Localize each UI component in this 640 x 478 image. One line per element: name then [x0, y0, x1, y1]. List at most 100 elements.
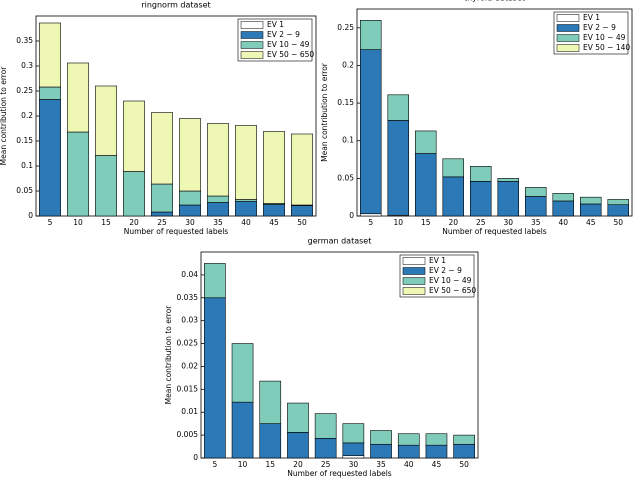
bar-segment: [39, 86, 61, 100]
bar-segment: [442, 176, 464, 217]
bar-segment: [204, 263, 226, 299]
bar-segment: [263, 131, 285, 204]
bar-segment: [387, 120, 409, 216]
legend-label: EV 50 − 650: [429, 286, 476, 295]
bar-segment: [235, 199, 257, 202]
y-tick-label: 0: [349, 211, 354, 220]
bar-segment: [263, 204, 285, 217]
bar-segment: [342, 455, 365, 459]
y-tick-label: 0.05: [16, 186, 33, 195]
x-tick-label: 15: [265, 460, 275, 469]
bar-segment: [204, 297, 226, 459]
bar-segment: [207, 195, 229, 203]
bar-segment: [287, 432, 309, 459]
bar-segment: [231, 343, 254, 403]
bar-segment: [359, 49, 382, 215]
x-tick-label: 45: [269, 218, 279, 227]
legend-swatch: [240, 21, 264, 29]
legend-label: EV 10 − 49: [429, 276, 472, 285]
bar-segment: [359, 213, 382, 217]
bar-segment: [497, 181, 519, 217]
bar-segment: [342, 423, 365, 444]
y-axis-label: Mean contribution to error: [164, 305, 173, 405]
bar-segment: [387, 94, 409, 121]
bar-segment: [179, 204, 201, 217]
x-tick-label: 10: [238, 460, 248, 469]
bar-segment: [370, 443, 392, 459]
bar-segment: [39, 22, 61, 88]
x-axis-label: Number of requested labels: [124, 227, 229, 236]
y-tick-label: 0.35: [16, 36, 33, 45]
x-tick-label: 5: [368, 218, 373, 227]
x-tick-label: 20: [293, 460, 303, 469]
y-tick-label: 0.2: [342, 60, 354, 69]
y-tick-label: 0.15: [337, 98, 354, 107]
bar-segment: [607, 204, 629, 217]
legend-swatch: [402, 287, 426, 295]
bar-segment: [314, 438, 337, 459]
x-tick-label: 45: [586, 218, 596, 227]
y-tick-label: 0.02: [181, 361, 198, 370]
x-tick-label: 30: [185, 218, 195, 227]
bar-segment: [95, 155, 117, 217]
y-tick-label: 0.015: [177, 384, 199, 393]
x-tick-label: 35: [213, 218, 223, 227]
bar-segment: [291, 133, 313, 206]
y-axis-label: Mean contribution to error: [320, 62, 329, 162]
x-tick-label: 40: [241, 218, 251, 227]
x-tick-label: 50: [459, 460, 469, 469]
bar-segment: [151, 112, 173, 185]
legend-swatch: [556, 44, 580, 52]
legend-label: EV 2 − 9: [267, 30, 300, 39]
legend-label: EV 1: [429, 256, 446, 265]
bar-segment: [151, 183, 173, 213]
bar-segment: [342, 442, 365, 457]
bar-segment: [579, 203, 602, 217]
bar-segment: [469, 166, 492, 182]
bar-segment: [453, 443, 475, 459]
y-tick-label: 0.1: [342, 136, 354, 145]
bar-segment: [370, 430, 392, 445]
legend-swatch: [556, 14, 580, 22]
y-tick-label: 0.035: [177, 293, 199, 302]
legend-swatch: [402, 277, 426, 285]
y-tick-label: 0.025: [177, 339, 199, 348]
bar-segment: [291, 205, 313, 217]
bar-segment: [397, 444, 420, 459]
x-tick-label: 5: [212, 460, 217, 469]
x-axis-label: Number of requested labels: [287, 469, 392, 478]
bar-segment: [314, 413, 337, 439]
x-axis-label: Number of requested labels: [442, 227, 547, 236]
y-tick-label: 0.1: [21, 161, 33, 170]
bar-segment: [259, 423, 282, 459]
y-tick-label: 0.15: [16, 136, 33, 145]
bar-segment: [259, 380, 282, 424]
bar-segment: [552, 193, 574, 202]
bar-segment: [579, 196, 602, 205]
y-tick-label: 0.01: [181, 407, 198, 416]
x-tick-label: 50: [613, 218, 623, 227]
bar-segment: [607, 199, 629, 206]
x-tick-label: 30: [503, 218, 513, 227]
x-tick-label: 35: [376, 460, 386, 469]
y-tick-label: 0.04: [181, 270, 198, 279]
y-tick-label: 0.005: [177, 430, 199, 439]
x-tick-label: 40: [558, 218, 568, 227]
x-tick-label: 50: [297, 218, 307, 227]
legend-label: EV 1: [267, 20, 284, 29]
bar-segment: [425, 433, 448, 446]
chart-title: ringnorm dataset: [141, 1, 210, 10]
x-tick-label: 25: [157, 218, 167, 227]
x-tick-label: 20: [448, 218, 458, 227]
legend-swatch: [240, 31, 264, 39]
chart-title: german dataset: [308, 237, 372, 246]
y-axis-label: Mean contribution to error: [0, 66, 8, 166]
legend-swatch: [402, 257, 426, 265]
x-tick-label: 30: [349, 460, 359, 469]
y-tick-label: 0.05: [337, 173, 354, 182]
legend-label: EV 2 − 9: [583, 23, 616, 32]
bar-segment: [179, 190, 201, 206]
legend-swatch: [240, 51, 264, 59]
bar-segment: [524, 187, 547, 197]
